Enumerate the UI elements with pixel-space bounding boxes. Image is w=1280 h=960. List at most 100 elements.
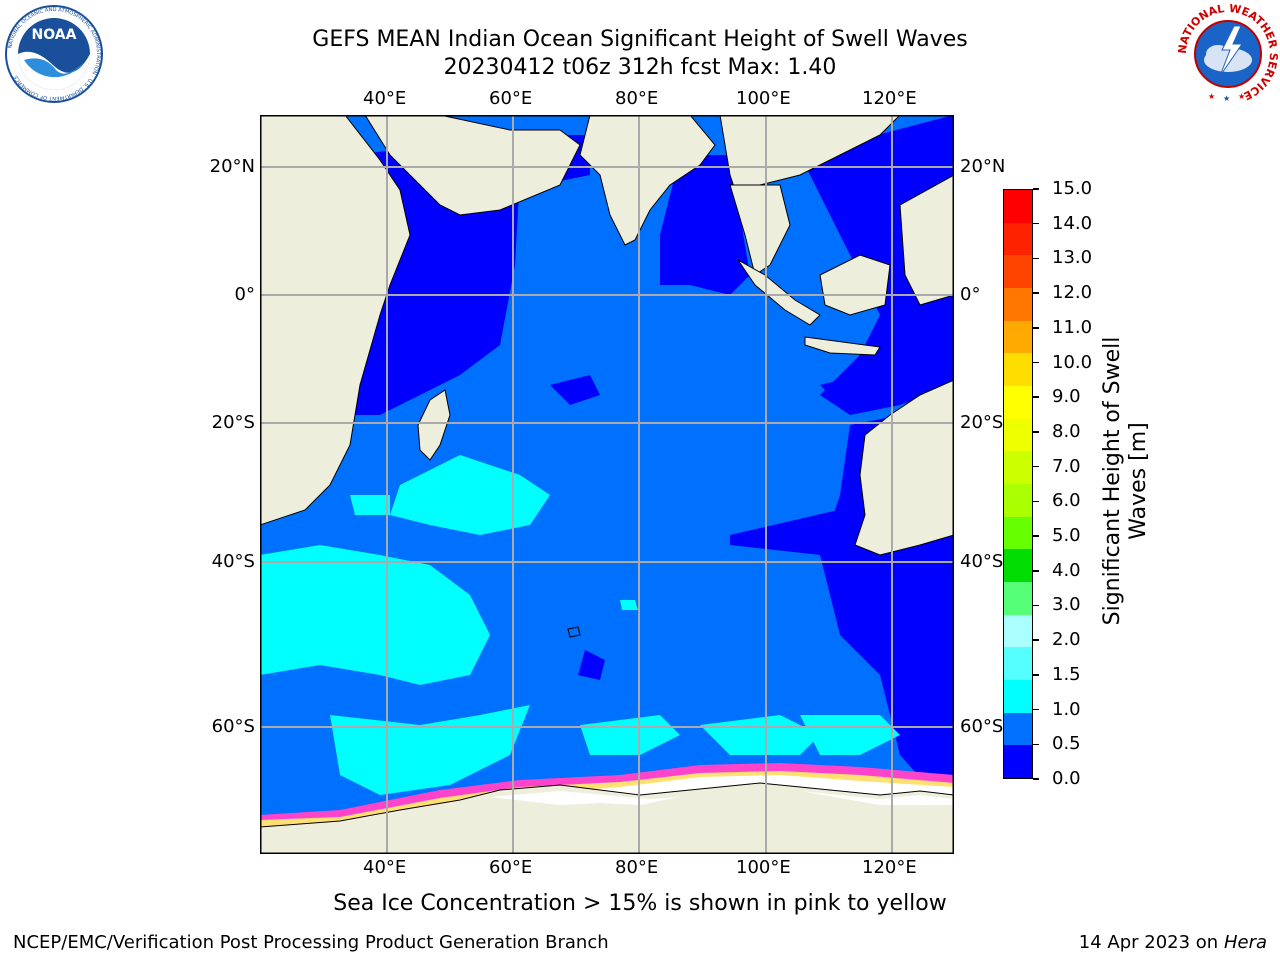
colorbar-tick-label: 2.0 [1052, 629, 1081, 651]
lat-label-left: 20°N [209, 156, 255, 177]
colorbar-tick-label: 3.0 [1052, 594, 1081, 616]
land-kerguelen [567, 626, 581, 638]
colorbar-segment [1004, 745, 1032, 779]
footer-credit: NCEP/EMC/Verification Post Processing Pr… [13, 932, 609, 953]
land-borneo [819, 254, 891, 316]
colorbar-tick-label: 14.0 [1052, 212, 1093, 234]
colorbar-segment [1004, 222, 1032, 256]
colorbar-segment [1004, 549, 1032, 583]
colorbar-tick-label: 4.0 [1052, 559, 1081, 581]
colorbar-tick-mark [1033, 257, 1039, 260]
svg-text:★: ★ [1223, 94, 1230, 103]
colorbar-tick-mark [1033, 222, 1039, 225]
colorbar-segment [1004, 353, 1032, 387]
footer-machine: Hera [1223, 932, 1267, 953]
svg-text:★: ★ [1208, 92, 1215, 101]
colorbar-tick-label: 0.5 [1052, 733, 1081, 755]
lon-label-top: 80°E [615, 88, 659, 109]
colorbar-tick-mark [1033, 743, 1039, 746]
colorbar-segment [1004, 320, 1032, 354]
lon-label-top: 100°E [736, 88, 791, 109]
colorbar-tick-label: 13.0 [1052, 247, 1093, 269]
colorbar-tick-mark [1033, 327, 1039, 329]
lon-label-bottom: 40°E [363, 857, 407, 878]
colorbar-tick-label: 1.5 [1052, 663, 1081, 685]
map-gridlines [260, 115, 954, 854]
map-panel [260, 115, 954, 854]
colorbar-tick-label: 10.0 [1052, 351, 1093, 373]
colorbar-tick-label: 7.0 [1052, 455, 1081, 477]
colorbar-segment [1004, 614, 1032, 648]
colorbar-tick-label: 15.0 [1052, 178, 1093, 199]
colorbar-tick-mark [1033, 188, 1039, 190]
colorbar-tick-mark [1033, 674, 1039, 676]
colorbar [1003, 189, 1033, 779]
colorbar-tick-mark [1033, 500, 1039, 503]
colorbar-segment [1004, 680, 1032, 713]
lat-label-right: 0° [960, 284, 981, 305]
chart-title: GEFS MEAN Indian Ocean Significant Heigh… [312, 27, 968, 52]
svg-text:NOAA: NOAA [32, 27, 77, 43]
lat-label-right: 40°S [960, 551, 1004, 572]
land-sumatra [737, 259, 821, 326]
nws-logo: NATIONAL WEATHER SERVICE ★ ★ ★ [1178, 4, 1278, 103]
colorbar-segment [1004, 288, 1032, 321]
colorbar-tick-label: 5.0 [1052, 525, 1081, 547]
lat-label-left: 60°S [211, 716, 255, 737]
lat-label-left: 40°S [211, 551, 255, 572]
colorbar-tick-mark [1033, 396, 1039, 398]
colorbar-tick-mark [1033, 708, 1039, 711]
colorbar-tick-mark [1033, 535, 1039, 537]
colorbar-label-line2: Waves [m] [1126, 422, 1151, 540]
colorbar-tick-mark [1033, 639, 1039, 641]
colorbar-segment [1004, 712, 1032, 746]
colorbar-tick-mark [1033, 431, 1039, 433]
colorbar-segment [1004, 255, 1032, 289]
colorbar-tick-label: 1.0 [1052, 698, 1081, 720]
lon-label-bottom: 100°E [736, 857, 791, 878]
lat-label-right: 60°S [960, 716, 1004, 737]
colorbar-ticks: 15.0 14.0 13.0 12.0 11.0 10.0 9.0 8.0 7.0 6.0 5.0 4… [1033, 179, 1103, 789]
colorbar-tick-label: 12.0 [1052, 282, 1093, 304]
colorbar-tick-label: 6.0 [1052, 490, 1081, 512]
lon-label-bottom: 60°E [489, 857, 533, 878]
chart-subtitle: 20230412 t06z 312h fcst Max: 1.40 [443, 55, 837, 80]
land-arabia [364, 115, 581, 216]
footer-date-text: 14 Apr 2023 on [1078, 932, 1224, 953]
colorbar-tick-mark [1033, 292, 1039, 294]
land-java [804, 336, 881, 356]
colorbar-segment [1004, 647, 1032, 681]
colorbar-tick-mark [1033, 361, 1039, 364]
colorbar-segment [1004, 582, 1032, 615]
colorbar-tick-label: 11.0 [1052, 316, 1093, 338]
lat-label-left: 0° [234, 284, 255, 305]
land-india [579, 115, 716, 246]
colorbar-tick-label: 8.0 [1052, 420, 1081, 442]
colorbar-tick-mark [1033, 465, 1039, 468]
footer-date: 14 Apr 2023 on Hera [1079, 932, 1267, 954]
map-frame [260, 115, 954, 854]
land-antarctica [260, 782, 954, 854]
colorbar-segment [1004, 516, 1032, 550]
colorbar-tick-mark [1033, 570, 1039, 572]
lon-label-bottom: 120°E [862, 857, 917, 878]
lon-label-top: 40°E [363, 88, 407, 109]
colorbar-tick-label: 0.0 [1052, 768, 1081, 789]
noaa-logo: NOAA NATIONAL OCEANIC AND ATMOSPHERIC AD… [5, 5, 103, 103]
colorbar-segment [1004, 484, 1032, 517]
colorbar-tick-mark [1033, 604, 1039, 607]
colorbar-label-line1: Significant Height of Swell [1100, 336, 1125, 626]
colorbar-tick-mark [1033, 778, 1039, 780]
land-madagascar [417, 389, 451, 461]
svg-text:★: ★ [1238, 92, 1245, 101]
sea-ice-note: Sea Ice Concentration > 15% is shown in … [333, 891, 947, 916]
lon-label-bottom: 80°E [615, 857, 659, 878]
lat-label-left: 20°S [211, 412, 255, 433]
lon-label-top: 60°E [489, 88, 533, 109]
high-swell-southwest [260, 545, 490, 685]
colorbar-segment [1004, 190, 1032, 223]
lat-label-right: 20°N [960, 156, 1006, 177]
colorbar-tick-label: 9.0 [1052, 386, 1081, 408]
lat-label-right: 20°S [960, 412, 1004, 433]
colorbar-segment [1004, 418, 1032, 452]
